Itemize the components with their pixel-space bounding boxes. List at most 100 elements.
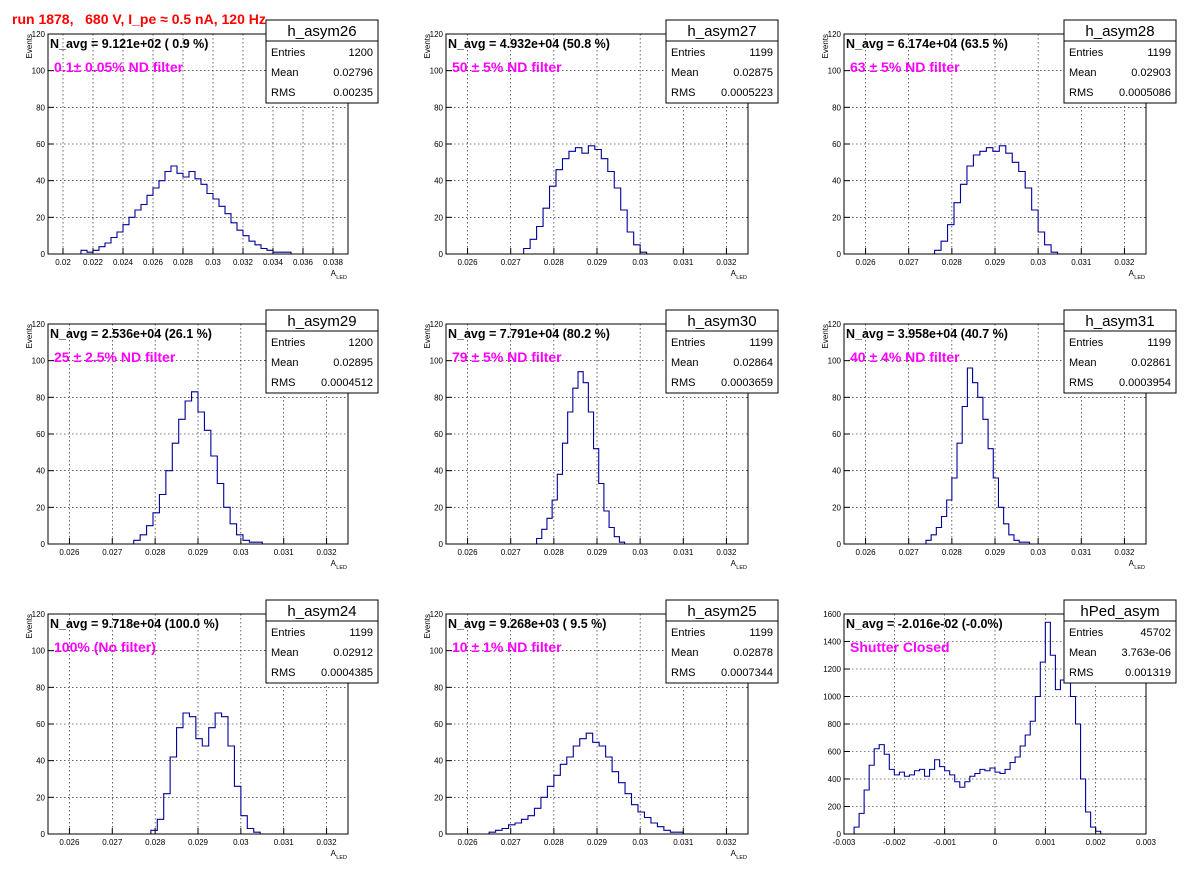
- y-tick-label: 80: [832, 103, 841, 112]
- histogram-name: h_asym25: [687, 603, 756, 620]
- histogram-name: h_asym24: [287, 603, 356, 620]
- stats-label-rms: RMS: [671, 87, 695, 99]
- y-tick-label: 40: [36, 467, 45, 476]
- x-tick-label: -0.002: [883, 838, 906, 847]
- x-tick-label: 0.027: [501, 258, 522, 267]
- histogram-line: [488, 732, 684, 834]
- x-tick-label: 0.026: [143, 258, 164, 267]
- x-axis-title-subscript: LED: [336, 855, 347, 861]
- x-tick-label: 0.028: [544, 548, 565, 557]
- x-tick-label: 0.029: [188, 548, 209, 557]
- x-tick-label: 0.03: [632, 838, 648, 847]
- y-tick-label: 40: [434, 177, 443, 186]
- stats-label-rms: RMS: [671, 667, 695, 679]
- y-tick-label: 0: [837, 830, 842, 839]
- y-tick-label: 40: [434, 757, 443, 766]
- y-tick-label: 0: [41, 250, 46, 259]
- histogram-panel-h_asym31: 0.026 0.027 0.028 0.029 0.03 0.031 0.032 0 20 40 6…: [821, 309, 1177, 571]
- y-tick-label: 20: [36, 503, 45, 512]
- x-tick-label: 0.03: [205, 258, 221, 267]
- histogram-line: [80, 165, 292, 254]
- x-tick-label: 0.031: [673, 548, 694, 557]
- stats-value-mean: 0.02796: [333, 67, 373, 79]
- x-tick-label: 0.02: [55, 258, 71, 267]
- histogram-panel-h_asym24: 0.026 0.027 0.028 0.029 0.03 0.031 0.032 0 20 40 6…: [25, 599, 379, 861]
- histogram-line: [934, 145, 1059, 254]
- x-tick-label: 0.036: [293, 258, 314, 267]
- y-tick-label: 100: [32, 357, 46, 366]
- x-tick-label: 0.003: [1136, 838, 1157, 847]
- x-tick-label: 0.032: [233, 258, 254, 267]
- x-tick-label: 0.031: [1071, 548, 1092, 557]
- stats-value-entries: 1199: [749, 337, 773, 349]
- stats-label-entries: Entries: [271, 627, 306, 639]
- x-axis-title-subscript: LED: [336, 565, 347, 571]
- stats-value-rms: 0.0007344: [721, 667, 773, 679]
- filter-label: 50 ± 5% ND filter: [452, 59, 562, 75]
- x-axis-title-subscript: LED: [336, 275, 347, 281]
- y-tick-label: 80: [36, 393, 45, 402]
- y-tick-label: 120: [32, 320, 46, 329]
- y-tick-label: 0: [837, 250, 842, 259]
- x-axis-title-subscript: LED: [736, 275, 747, 281]
- stats-value-mean: 0.02895: [333, 357, 373, 369]
- stats-label-mean: Mean: [1069, 357, 1097, 369]
- stats-label-mean: Mean: [271, 357, 299, 369]
- y-tick-label: 100: [32, 647, 46, 656]
- x-tick-label: 0.031: [274, 838, 295, 847]
- x-axis-title: A: [331, 269, 337, 278]
- histogram-line: [853, 621, 1102, 834]
- stats-label-entries: Entries: [671, 337, 706, 349]
- filter-label: 79 ± 5% ND filter: [452, 349, 562, 365]
- filter-label: 40 ± 4% ND filter: [850, 349, 960, 365]
- stats-value-rms: 0.00235: [333, 87, 373, 99]
- histogram-panel-h_asym26: 0.02 0.022 0.024 0.026 0.028 0.03 0.032 0.034 0.…: [25, 19, 379, 281]
- x-axis-title: A: [731, 269, 737, 278]
- x-tick-label: 0.028: [544, 838, 565, 847]
- y-tick-label: 200: [828, 803, 842, 812]
- filter-label: 25 ± 2.5% ND filter: [54, 349, 176, 365]
- histogram-panel-h_asym25: 0.026 0.027 0.028 0.029 0.03 0.031 0.032 0 20 40 6…: [423, 599, 779, 861]
- x-axis-title: A: [1129, 559, 1135, 568]
- histogram-panel-h_asym28: 0.026 0.027 0.028 0.029 0.03 0.031 0.032 0 20 40 6…: [821, 19, 1177, 281]
- x-axis-title-subscript: LED: [1134, 275, 1145, 281]
- stats-box: [665, 309, 779, 394]
- histogram-line: [536, 371, 626, 544]
- histogram-name: h_asym26: [287, 23, 356, 40]
- y-tick-label: 100: [32, 67, 46, 76]
- stats-value-entries: 1200: [349, 337, 373, 349]
- x-tick-label: 0.027: [899, 548, 920, 557]
- x-tick-label: 0.03: [632, 258, 648, 267]
- x-tick-label: 0.032: [716, 548, 737, 557]
- y-tick-label: 100: [430, 357, 444, 366]
- histogram-name: hPed_asym: [1080, 603, 1159, 620]
- y-tick-label: 800: [828, 720, 842, 729]
- stats-value-entries: 45702: [1140, 627, 1171, 639]
- stats-label-entries: Entries: [1069, 627, 1104, 639]
- y-tick-label: 80: [434, 393, 443, 402]
- stats-value-entries: 1199: [749, 627, 773, 639]
- y-tick-label: 60: [36, 430, 45, 439]
- x-tick-label: 0.038: [323, 258, 344, 267]
- stats-label-rms: RMS: [1069, 377, 1093, 389]
- y-axis-title: Events: [25, 34, 34, 58]
- x-tick-label: -0.003: [833, 838, 856, 847]
- x-tick-label: 0.028: [942, 258, 963, 267]
- x-tick-label: 0.027: [102, 838, 123, 847]
- stats-label-mean: Mean: [1069, 647, 1097, 659]
- y-tick-label: 60: [832, 140, 841, 149]
- x-tick-label: 0.027: [102, 548, 123, 557]
- y-tick-label: 40: [434, 467, 443, 476]
- y-tick-label: 60: [434, 720, 443, 729]
- histogram-panel-hPed_asym: -0.003 -0.002 -0.001 0 0.001 0.002 0.003 0 200 40…: [823, 599, 1177, 847]
- stats-value-entries: 1200: [349, 47, 373, 59]
- stats-box: [1063, 599, 1177, 684]
- filter-label: 63 ± 5% ND filter: [850, 59, 960, 75]
- y-tick-label: 20: [832, 213, 841, 222]
- stats-label-mean: Mean: [1069, 67, 1097, 79]
- navg-label: N_avg = 4.932e+04 (50.8 %): [448, 37, 610, 51]
- stats-value-mean: 3.763e-06: [1121, 647, 1171, 659]
- stats-value-mean: 0.02875: [733, 67, 773, 79]
- x-tick-label: 0.026: [856, 548, 877, 557]
- x-tick-label: 0: [993, 838, 998, 847]
